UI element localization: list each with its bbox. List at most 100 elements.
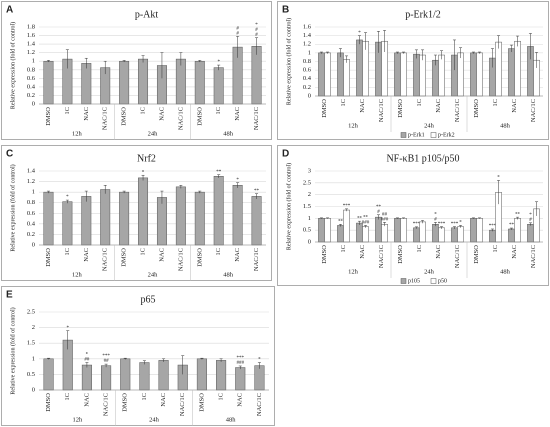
error-bar bbox=[319, 217, 323, 219]
error-bar bbox=[179, 185, 183, 189]
chart-title: p65 bbox=[141, 294, 156, 305]
bar bbox=[476, 218, 483, 243]
x-tick-label: 1C bbox=[416, 245, 423, 253]
x-tick-label: 1C bbox=[340, 245, 347, 253]
legend-label: p-Erk1 bbox=[408, 132, 425, 138]
x-tick-label: DMSO bbox=[397, 99, 404, 118]
y-tick-label: 1.2 bbox=[27, 178, 35, 185]
y-tick-label: 1.8 bbox=[27, 23, 35, 30]
significance: * bbox=[236, 178, 239, 183]
error-bar bbox=[535, 201, 539, 216]
significance: *** bbox=[413, 222, 421, 227]
y-tick-label: 3 bbox=[308, 167, 311, 174]
bar bbox=[413, 53, 420, 97]
bar bbox=[356, 222, 363, 243]
error-bar bbox=[452, 226, 456, 229]
bar bbox=[337, 52, 344, 97]
group-label: 24h bbox=[148, 130, 159, 137]
y-tick-label: 2 bbox=[32, 324, 35, 331]
bar bbox=[175, 58, 186, 105]
error-bar bbox=[236, 182, 240, 188]
x-tick-label: DMSO bbox=[198, 393, 205, 412]
error-bar bbox=[255, 193, 259, 200]
error-bar bbox=[160, 190, 164, 204]
y-tick-label: 0 bbox=[32, 386, 35, 393]
error-bar bbox=[357, 220, 361, 225]
error-bar bbox=[383, 222, 387, 227]
x-tick-label: NAC bbox=[83, 107, 90, 121]
error-bar bbox=[160, 52, 164, 79]
y-tick-label: 0 bbox=[32, 100, 35, 107]
group-label: 24h bbox=[149, 416, 160, 423]
bar bbox=[343, 59, 350, 97]
error-bar bbox=[236, 36, 240, 58]
error-bar bbox=[376, 31, 380, 53]
x-tick-label: NAC/1C bbox=[179, 393, 186, 416]
y-tick-label: 0.8 bbox=[303, 58, 311, 65]
y-tick-label: 0 bbox=[32, 241, 35, 248]
panel-border bbox=[1, 145, 272, 281]
x-tick-label: NAC bbox=[435, 245, 442, 259]
group-label: 48h bbox=[500, 268, 511, 275]
x-tick-label: DMSO bbox=[397, 245, 404, 264]
error-bar bbox=[471, 51, 475, 54]
error-bar bbox=[238, 365, 242, 370]
y-tick-label: 1 bbox=[32, 189, 35, 196]
error-bar bbox=[217, 174, 221, 178]
bar bbox=[251, 196, 262, 246]
error-bar bbox=[395, 217, 399, 219]
error-bar bbox=[528, 222, 532, 226]
group-label: 12h bbox=[72, 130, 83, 137]
significance: # bbox=[255, 33, 258, 38]
bar bbox=[119, 60, 130, 105]
significance: ** bbox=[216, 170, 222, 175]
bar bbox=[254, 365, 265, 391]
panel-border bbox=[1, 286, 275, 426]
x-tick-label: DMSO bbox=[45, 248, 52, 267]
bar bbox=[362, 226, 369, 243]
error-bar bbox=[528, 33, 532, 60]
group-label: 48h bbox=[223, 130, 234, 137]
error-bar bbox=[326, 51, 330, 54]
bar bbox=[324, 52, 331, 97]
error-bar bbox=[141, 174, 145, 181]
x-tick-label: NAC bbox=[237, 393, 244, 407]
error-bar bbox=[516, 35, 520, 47]
error-bar bbox=[414, 49, 418, 59]
bar bbox=[419, 221, 426, 243]
y-tick-label: 0 bbox=[308, 92, 311, 99]
error-bar bbox=[319, 51, 323, 54]
y-tick-label: 0.5 bbox=[27, 371, 35, 378]
y-axis-label: Relative expression (fold of control) bbox=[285, 163, 292, 250]
x-tick-label: 1C bbox=[215, 248, 222, 256]
y-tick-label: 1.6 bbox=[303, 23, 312, 30]
error-bar bbox=[421, 49, 425, 61]
chart-title: p-Akt bbox=[135, 9, 159, 20]
panel-border bbox=[277, 1, 549, 140]
bar bbox=[394, 52, 401, 97]
error-bar bbox=[46, 190, 50, 194]
error-bar bbox=[326, 217, 330, 219]
significance: ** bbox=[509, 223, 515, 228]
error-bar bbox=[345, 208, 349, 212]
bar bbox=[139, 362, 150, 391]
error-bar bbox=[103, 185, 107, 194]
bar bbox=[337, 225, 344, 243]
x-tick-label: NAC/1C bbox=[454, 245, 461, 268]
error-bar bbox=[122, 190, 126, 194]
x-tick-label: 1C bbox=[340, 99, 347, 107]
x-tick-label: DMSO bbox=[196, 107, 203, 126]
significance: ## bbox=[382, 212, 388, 217]
significance: * bbox=[255, 23, 258, 28]
y-tick-label: 2.5 bbox=[303, 179, 311, 186]
error-bar bbox=[433, 54, 437, 66]
significance: ** bbox=[254, 189, 260, 194]
bar bbox=[43, 60, 54, 105]
y-tick-label: 0.6 bbox=[27, 210, 36, 217]
y-tick-label: 0.4 bbox=[303, 75, 312, 82]
x-tick-label: NAC bbox=[160, 393, 167, 407]
bar bbox=[120, 358, 131, 391]
error-bar bbox=[414, 226, 418, 229]
error-bar bbox=[402, 51, 406, 54]
bar bbox=[514, 40, 521, 97]
